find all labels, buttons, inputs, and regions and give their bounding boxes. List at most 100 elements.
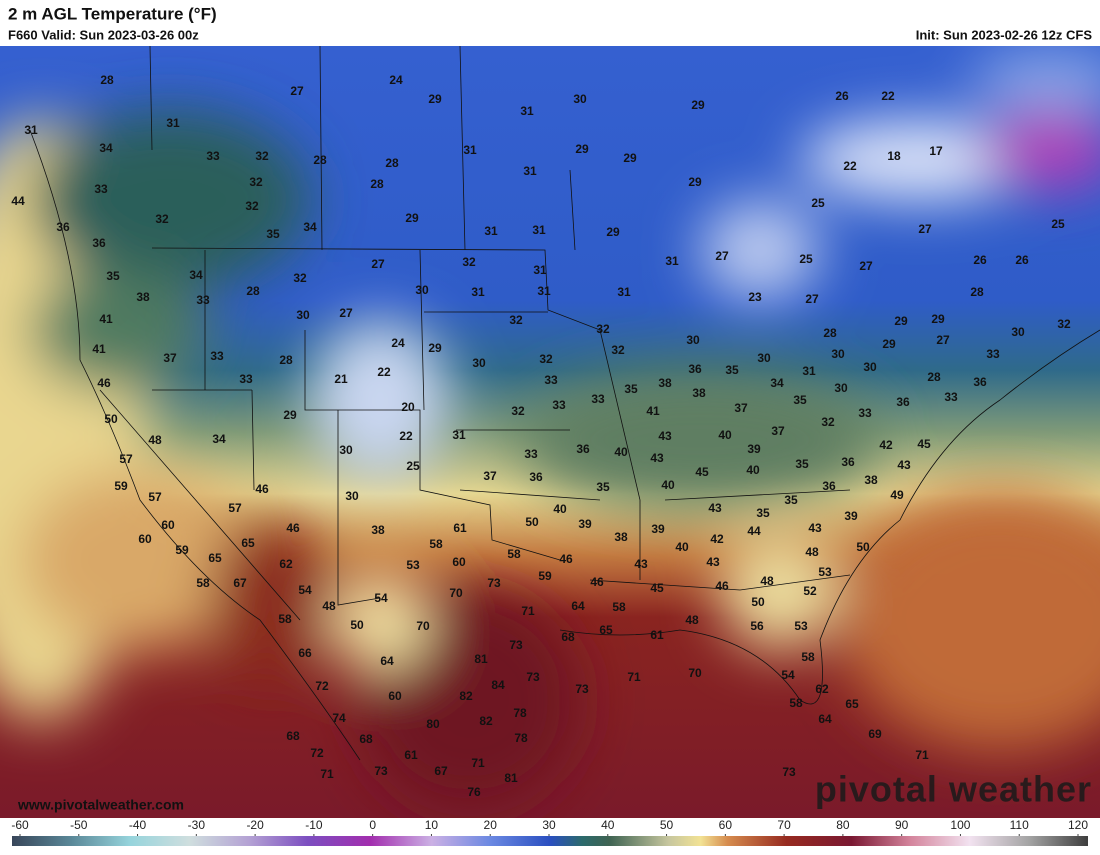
temperature-label: 35 bbox=[266, 227, 280, 241]
temperature-label: 28 bbox=[100, 73, 114, 87]
colorbar-ticks: -60 -50 -40 -30 -20 -10 0 10 20 30 40 50 60 70 80 90 100… bbox=[11, 818, 1088, 836]
temperature-label: 29 bbox=[882, 337, 896, 351]
temperature-label: 38 bbox=[692, 386, 706, 400]
temperature-label: 72 bbox=[315, 679, 329, 693]
temperature-label: 60 bbox=[161, 518, 175, 532]
temperature-label: 29 bbox=[405, 211, 419, 225]
temperature-label: 33 bbox=[206, 149, 220, 163]
temperature-label: 29 bbox=[283, 408, 297, 422]
temperature-label: 40 bbox=[553, 502, 567, 516]
temperature-label: 22 bbox=[843, 159, 857, 173]
temperature-label: 31 bbox=[463, 143, 477, 157]
temperature-label: 31 bbox=[532, 223, 546, 237]
temperature-label: 27 bbox=[715, 249, 729, 263]
temperature-label: 30 bbox=[863, 360, 877, 374]
temperature-label: 53 bbox=[406, 558, 420, 572]
temperature-label: 31 bbox=[617, 285, 631, 299]
temperature-label: 34 bbox=[212, 432, 226, 446]
temperature-label: 29 bbox=[931, 312, 945, 326]
temperature-label: 28 bbox=[313, 153, 327, 167]
temperature-label: 26 bbox=[973, 253, 987, 267]
temperature-label: 39 bbox=[651, 522, 665, 536]
temperature-label: 67 bbox=[434, 764, 448, 778]
temperature-label: 60 bbox=[388, 689, 402, 703]
temperature-label: 27 bbox=[859, 259, 873, 273]
temperature-label: 25 bbox=[406, 459, 420, 473]
colorbar-tick-label: -10 bbox=[305, 818, 323, 832]
temperature-label: 31 bbox=[665, 254, 679, 268]
temperature-label: 64 bbox=[380, 654, 394, 668]
colorbar bbox=[12, 836, 1088, 846]
temperature-label: 44 bbox=[747, 524, 761, 538]
temperature-label: 36 bbox=[841, 455, 855, 469]
temperature-label: 32 bbox=[611, 343, 625, 357]
temperature-label: 32 bbox=[293, 271, 307, 285]
temperature-label: 37 bbox=[483, 469, 497, 483]
temperature-label: 46 bbox=[255, 482, 269, 496]
temperature-label: 70 bbox=[416, 619, 430, 633]
temperature-label: 40 bbox=[675, 540, 689, 554]
temperature-label: 69 bbox=[868, 727, 882, 741]
temperature-label: 66 bbox=[298, 646, 312, 660]
temperature-label: 62 bbox=[815, 682, 829, 696]
temperature-label: 42 bbox=[710, 532, 724, 546]
temperature-label: 28 bbox=[246, 284, 260, 298]
temperature-label: 36 bbox=[973, 375, 987, 389]
temperature-label: 32 bbox=[255, 149, 269, 163]
temperature-label: 22 bbox=[881, 89, 895, 103]
temperature-label: 76 bbox=[467, 785, 481, 799]
temperature-label: 27 bbox=[805, 292, 819, 306]
temperature-label: 53 bbox=[794, 619, 808, 633]
temperature-label: 29 bbox=[428, 341, 442, 355]
temperature-label: 34 bbox=[770, 376, 784, 390]
temperature-label: 41 bbox=[92, 342, 106, 356]
temperature-label: 33 bbox=[196, 293, 210, 307]
temperature-label: 48 bbox=[760, 574, 774, 588]
temperature-label: 73 bbox=[509, 638, 523, 652]
temperature-label: 37 bbox=[771, 424, 785, 438]
temperature-label: 24 bbox=[391, 336, 405, 350]
temperature-label: 37 bbox=[163, 351, 177, 365]
colorbar-tick-label: -20 bbox=[246, 818, 264, 832]
temperature-label: 35 bbox=[725, 363, 739, 377]
temperature-label: 68 bbox=[359, 732, 373, 746]
temperature-label: 30 bbox=[1011, 325, 1025, 339]
temperature-label: 38 bbox=[136, 290, 150, 304]
temperature-label: 73 bbox=[526, 670, 540, 684]
temperature-label: 58 bbox=[507, 547, 521, 561]
temperature-label: 34 bbox=[189, 268, 203, 282]
temperature-label: 56 bbox=[750, 619, 764, 633]
temperature-label: 59 bbox=[538, 569, 552, 583]
temperature-label: 31 bbox=[484, 224, 498, 238]
temperature-label: 42 bbox=[879, 438, 893, 452]
temperature-label: 29 bbox=[688, 175, 702, 189]
temperature-label: 33 bbox=[544, 373, 558, 387]
temperature-label: 33 bbox=[944, 390, 958, 404]
temperature-label: 46 bbox=[97, 376, 111, 390]
temperature-label: 32 bbox=[249, 175, 263, 189]
colorbar-tick-label: 30 bbox=[542, 818, 556, 832]
temperature-label: 82 bbox=[479, 714, 493, 728]
colorbar-tick-label: -50 bbox=[70, 818, 88, 832]
temperature-label: 25 bbox=[811, 196, 825, 210]
temperature-label: 32 bbox=[596, 322, 610, 336]
temperature-label: 58 bbox=[801, 650, 815, 664]
temperature-label: 81 bbox=[474, 652, 488, 666]
temperature-label: 30 bbox=[472, 356, 486, 370]
temperature-label: 31 bbox=[24, 123, 38, 137]
valid-time: F660 Valid: Sun 2023-03-26 00z bbox=[8, 27, 199, 42]
temperature-label: 54 bbox=[298, 583, 312, 597]
temperature-label: 49 bbox=[890, 488, 904, 502]
temperature-label: 48 bbox=[322, 599, 336, 613]
temperature-label: 36 bbox=[576, 442, 590, 456]
temperature-label: 57 bbox=[228, 501, 242, 515]
header-bg bbox=[0, 0, 1100, 46]
init-time: Init: Sun 2023-02-26 12z CFS bbox=[916, 27, 1093, 42]
temperature-label: 84 bbox=[491, 678, 505, 692]
temperature-label: 68 bbox=[286, 729, 300, 743]
temperature-label: 35 bbox=[596, 480, 610, 494]
temperature-label: 28 bbox=[823, 326, 837, 340]
temperature-label: 18 bbox=[887, 149, 901, 163]
